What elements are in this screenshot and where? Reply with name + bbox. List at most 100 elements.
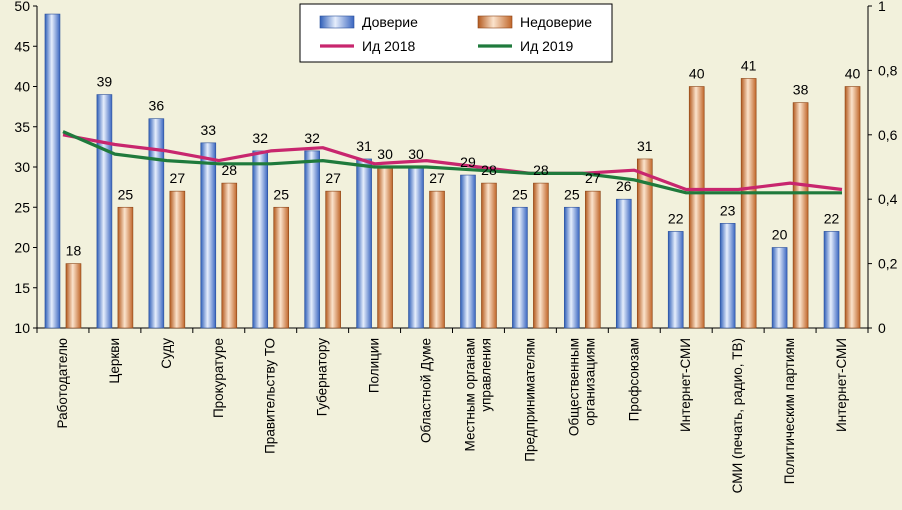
data-label-trust: 29 xyxy=(460,154,476,170)
data-label-distrust: 40 xyxy=(845,66,861,82)
bar-trust xyxy=(771,247,788,329)
legend: Доверие Недоверие Ид 2018 Ид 2019 xyxy=(299,3,613,63)
y-left-tick-label: 35 xyxy=(14,119,30,135)
bar-distrust xyxy=(169,190,186,329)
data-label-distrust: 27 xyxy=(170,170,186,186)
category-label: СМИ (печать, радио, ТВ) xyxy=(730,338,745,493)
data-label-trust: 30 xyxy=(408,146,424,162)
data-label-trust: 32 xyxy=(304,130,320,146)
category-label: Местным органам xyxy=(462,338,477,451)
legend-label: Ид 2018 xyxy=(362,38,415,54)
data-label-distrust: 27 xyxy=(429,170,445,186)
data-label-trust: 36 xyxy=(149,98,165,114)
data-label-distrust: 25 xyxy=(118,186,134,202)
data-label-trust: 33 xyxy=(200,122,216,138)
data-label-trust: 23 xyxy=(720,202,736,218)
category-label: Правительству ТО xyxy=(263,338,278,454)
bar-trust xyxy=(460,174,476,329)
category-label: организациям xyxy=(582,338,597,426)
bar-trust xyxy=(667,231,684,329)
bar-trust xyxy=(200,142,217,329)
category-label: Суду xyxy=(159,338,174,369)
bar-trust xyxy=(615,198,632,329)
category-label: Прокуратуре xyxy=(211,338,226,418)
data-label-trust: 26 xyxy=(616,178,632,194)
bar-trust xyxy=(408,166,424,329)
bar-distrust xyxy=(585,190,601,329)
bar-trust xyxy=(44,13,61,329)
bar-distrust xyxy=(533,182,549,329)
bars xyxy=(44,13,861,329)
data-label-distrust: 40 xyxy=(689,66,705,82)
bar-distrust xyxy=(273,206,290,329)
y-left-tick-label: 45 xyxy=(14,38,30,54)
data-label-distrust: 28 xyxy=(221,162,237,178)
bar-distrust xyxy=(792,102,809,329)
legend-label: Недоверие xyxy=(520,14,592,30)
data-label-distrust: 41 xyxy=(741,57,757,73)
y-left-tick-label: 30 xyxy=(14,159,30,175)
category-label: Политическим партиям xyxy=(782,338,797,484)
category-label: Предпринимателям xyxy=(522,338,537,462)
data-label-distrust: 28 xyxy=(481,162,497,178)
data-label-distrust: 25 xyxy=(273,186,289,202)
bar-trust xyxy=(823,231,840,329)
bar-distrust xyxy=(65,263,82,329)
bar-distrust xyxy=(117,206,134,329)
category-label: Областной Думе xyxy=(419,338,434,443)
bar-distrust xyxy=(636,158,653,329)
category-label: Церкви xyxy=(107,338,122,384)
data-label-trust: 25 xyxy=(512,186,528,202)
category-label: Губернатору xyxy=(315,338,330,416)
data-label-distrust: 30 xyxy=(377,146,393,162)
legend-swatch xyxy=(319,15,355,29)
data-label-trust: 22 xyxy=(668,210,684,226)
bar-distrust xyxy=(221,182,238,329)
bar-distrust xyxy=(740,78,757,329)
bar-distrust xyxy=(688,86,705,329)
category-labels: Работодателю Церкви Суду Прокуратуре Правите… xyxy=(55,338,849,494)
y-right-tick-label: 0,2 xyxy=(878,256,898,272)
legend-box xyxy=(299,3,613,63)
category-label: Полиции xyxy=(367,338,382,393)
y-left-tick-label: 20 xyxy=(14,240,30,256)
data-label-distrust: 28 xyxy=(533,162,549,178)
y-right-tick-label: 0,4 xyxy=(878,191,898,207)
data-label-trust: 39 xyxy=(97,74,113,90)
data-label-trust: 22 xyxy=(824,210,840,226)
bar-trust xyxy=(148,118,165,329)
bar-distrust xyxy=(481,182,497,329)
line-id-2019 xyxy=(62,130,842,195)
legend-label: Доверие xyxy=(362,14,418,30)
category-label: Общественным xyxy=(566,338,581,436)
data-label-distrust: 31 xyxy=(637,138,653,154)
data-label-distrust: 18 xyxy=(66,243,82,259)
y-left-tick-label: 50 xyxy=(14,0,30,14)
y-left-tick-label: 25 xyxy=(14,199,30,215)
data-label-trust: 31 xyxy=(356,138,372,154)
bar-trust xyxy=(252,150,269,329)
bar-trust xyxy=(304,150,320,329)
bar-distrust xyxy=(844,86,861,329)
y-left-tick-label: 15 xyxy=(14,280,30,296)
data-label-trust: 25 xyxy=(564,186,580,202)
data-labels: 18 39 25 36 27 33 28 32 25 32 27 31 30 30 27 29 28 25 28 25… xyxy=(66,57,861,258)
legend-label: Ид 2019 xyxy=(520,38,573,54)
y-right-tick-label: 1 xyxy=(878,0,886,14)
bar-distrust xyxy=(429,190,445,329)
lines xyxy=(62,130,843,195)
y-left-tick-label: 40 xyxy=(14,79,30,95)
bar-trust xyxy=(719,223,736,329)
y-right-tick-label: 0,8 xyxy=(878,62,898,78)
bar-distrust xyxy=(325,190,341,329)
bar-distrust xyxy=(377,166,393,329)
line-id-2018 xyxy=(62,133,843,192)
category-label: Работодателю xyxy=(55,338,70,428)
category-label: Профсоюзам xyxy=(626,338,641,421)
bar-trust xyxy=(96,94,113,329)
data-label-distrust: 38 xyxy=(793,82,809,98)
bar-trust xyxy=(512,206,528,329)
bar-trust xyxy=(356,158,372,329)
category-label: Интернет-СМИ xyxy=(678,338,693,432)
